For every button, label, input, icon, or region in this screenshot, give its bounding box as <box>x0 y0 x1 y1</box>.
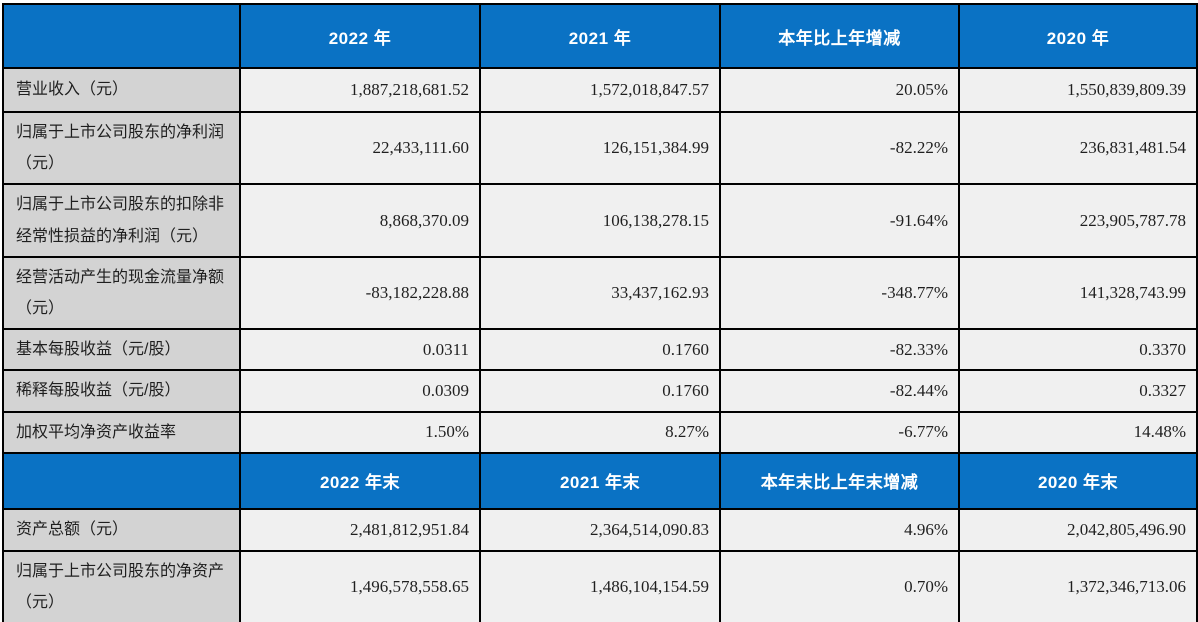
header-2021-year-end: 2021 年末 <box>479 451 721 510</box>
row-label: 归属于上市公司股东的净资产（元） <box>2 549 241 622</box>
header-2022: 2022 年 <box>239 3 481 69</box>
header-2021: 2021 年 <box>479 3 721 69</box>
cell-value-2021: 0.1760 <box>479 369 721 413</box>
cell-value-2022: 8,868,370.09 <box>239 183 481 258</box>
cell-value-2021: 1,572,018,847.57 <box>479 67 721 113</box>
header-yoy-change: 本年比上年增减 <box>719 3 960 69</box>
cell-value-2020: 2,042,805,496.90 <box>958 507 1198 552</box>
cell-value-2022: 22,433,111.60 <box>239 110 481 186</box>
cell-value-2020: 1,550,839,809.39 <box>958 67 1198 113</box>
cell-value-change: -82.44% <box>719 369 960 413</box>
row-label: 资产总额（元） <box>2 507 241 552</box>
row-label: 稀释每股收益（元/股） <box>2 369 241 413</box>
cell-value-2022: 0.0311 <box>239 328 481 372</box>
cell-value-2022: 0.0309 <box>239 369 481 413</box>
cell-value-2020: 223,905,787.78 <box>958 183 1198 258</box>
cell-value-2020: 1,372,346,713.06 <box>958 549 1198 622</box>
cell-value-2020: 141,328,743.99 <box>958 255 1198 331</box>
header-2020: 2020 年 <box>958 3 1198 69</box>
financial-summary-table: 2022 年 2021 年 本年比上年增减 2020 年 营业收入（元） 1,8… <box>2 3 1198 622</box>
header-2022-year-end: 2022 年末 <box>239 451 481 510</box>
row-net-assets: 归属于上市公司股东的净资产（元） 1,496,578,558.65 1,486,… <box>2 549 1198 622</box>
cell-value-2022: 2,481,812,951.84 <box>239 507 481 552</box>
cell-value-2020: 14.48% <box>958 410 1198 454</box>
row-label: 归属于上市公司股东的扣除非经常性损益的净利润（元） <box>2 183 241 258</box>
cell-value-change: 0.70% <box>719 549 960 622</box>
cell-value-change: -6.77% <box>719 410 960 454</box>
header-year-end-change: 本年末比上年末增减 <box>719 451 960 510</box>
row-net-profit: 归属于上市公司股东的净利润（元） 22,433,111.60 126,151,3… <box>2 110 1198 186</box>
row-total-assets: 资产总额（元） 2,481,812,951.84 2,364,514,090.8… <box>2 507 1198 552</box>
cell-value-2020: 0.3327 <box>958 369 1198 413</box>
row-label: 基本每股收益（元/股） <box>2 328 241 372</box>
cell-value-2021: 33,437,162.93 <box>479 255 721 331</box>
row-label: 营业收入（元） <box>2 67 241 113</box>
cell-value-2022: 1.50% <box>239 410 481 454</box>
year-end-header-row: 2022 年末 2021 年末 本年末比上年末增减 2020 年末 <box>2 451 1198 510</box>
cell-value-change: 4.96% <box>719 507 960 552</box>
cell-value-2020: 236,831,481.54 <box>958 110 1198 186</box>
cell-value-2022: -83,182,228.88 <box>239 255 481 331</box>
cell-value-2021: 2,364,514,090.83 <box>479 507 721 552</box>
cell-value-2022: 1,496,578,558.65 <box>239 549 481 622</box>
header-corner-cell <box>2 3 241 69</box>
cell-value-2021: 8.27% <box>479 410 721 454</box>
row-label: 经营活动产生的现金流量净额（元） <box>2 255 241 331</box>
row-label: 加权平均净资产收益率 <box>2 410 241 454</box>
row-label: 归属于上市公司股东的净利润（元） <box>2 110 241 186</box>
row-weighted-avg-roe: 加权平均净资产收益率 1.50% 8.27% -6.77% 14.48% <box>2 410 1198 454</box>
header-corner-cell <box>2 451 241 510</box>
cell-value-2021: 1,486,104,154.59 <box>479 549 721 622</box>
cell-value-change: -82.22% <box>719 110 960 186</box>
cell-value-2021: 126,151,384.99 <box>479 110 721 186</box>
cell-value-change: -82.33% <box>719 328 960 372</box>
annual-header-row: 2022 年 2021 年 本年比上年增减 2020 年 <box>2 3 1198 69</box>
cell-value-2021: 106,138,278.15 <box>479 183 721 258</box>
cell-value-change: -348.77% <box>719 255 960 331</box>
cell-value-2020: 0.3370 <box>958 328 1198 372</box>
row-operating-cash-flow: 经营活动产生的现金流量净额（元） -83,182,228.88 33,437,1… <box>2 255 1198 331</box>
row-basic-eps: 基本每股收益（元/股） 0.0311 0.1760 -82.33% 0.3370 <box>2 328 1198 372</box>
cell-value-change: -91.64% <box>719 183 960 258</box>
cell-value-2021: 0.1760 <box>479 328 721 372</box>
row-net-profit-excl-nonrecurring: 归属于上市公司股东的扣除非经常性损益的净利润（元） 8,868,370.09 1… <box>2 183 1198 258</box>
row-operating-revenue: 营业收入（元） 1,887,218,681.52 1,572,018,847.5… <box>2 67 1198 113</box>
row-diluted-eps: 稀释每股收益（元/股） 0.0309 0.1760 -82.44% 0.3327 <box>2 369 1198 413</box>
cell-value-change: 20.05% <box>719 67 960 113</box>
cell-value-2022: 1,887,218,681.52 <box>239 67 481 113</box>
header-2020-year-end: 2020 年末 <box>958 451 1198 510</box>
